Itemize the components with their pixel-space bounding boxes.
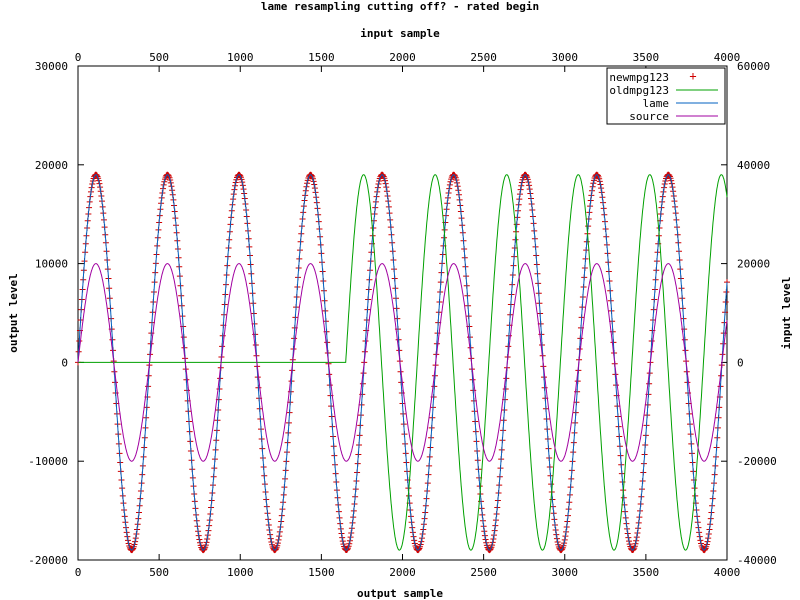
legend: newmpg123 oldmpg123 lame source + [606,67,726,125]
y-tick-label: -10000 [28,455,68,468]
y2-axis-label: input level [780,277,793,350]
y-axis-label: output level [7,273,20,352]
x-tick-label: 0 [75,566,82,579]
x-tick-label: 4000 [714,566,741,579]
legend-label-oldmpg123: oldmpg123 [609,84,669,97]
x-tick-label: 2500 [470,566,497,579]
series-layer [75,171,730,554]
legend-label-source: source [629,110,669,123]
x2-tick-label: 2000 [389,51,416,64]
legend-label-newmpg123: newmpg123 [609,71,669,84]
x2-tick-label: 1500 [308,51,335,64]
x2-tick-label: 2500 [470,51,497,64]
y2-tick-label: 0 [737,356,744,369]
y-tick-label: 20000 [35,159,68,172]
x-tick-label: 2000 [389,566,416,579]
chart-title: lame resampling cutting off? - rated beg… [261,0,539,13]
x-tick-label: 3000 [552,566,579,579]
series-line-oldmpg123 [78,174,728,551]
x-tick-label: 1000 [227,566,254,579]
plot-frame [77,65,728,561]
ticks: 0 500 1000 1500 2000 2500 3000 3500 40000 500 1000… [28,51,777,579]
x2-tick-label: 3000 [552,51,579,64]
series-line-lame [77,174,728,551]
series-line-source [77,263,728,462]
x2-tick-label: 0 [75,51,82,64]
y2-tick-label: 20000 [737,258,770,271]
x2-tick-label: 500 [149,51,169,64]
legend-marker-newmpg123: + [689,69,696,83]
legend-box [606,67,726,125]
y2-tick-label: 40000 [737,159,770,172]
y2-tick-label: -20000 [737,455,777,468]
x2-tick-label: 1000 [227,51,254,64]
x2-tick-label: 3500 [633,51,660,64]
x-tick-label: 1500 [308,566,335,579]
x2-axis-label: input sample [360,27,440,40]
x-tick-label: 500 [149,566,169,579]
y2-tick-label: 60000 [737,60,770,73]
y-tick-label: 10000 [35,258,68,271]
y-tick-label: -20000 [28,554,68,567]
y-tick-label: 30000 [35,60,68,73]
y-tick-label: 0 [61,356,68,369]
y2-tick-label: -40000 [737,554,777,567]
x-axis-label: output sample [357,587,443,600]
x2-tick-label: 4000 [714,51,741,64]
legend-label-lame: lame [643,97,670,110]
x-tick-label: 3500 [633,566,660,579]
